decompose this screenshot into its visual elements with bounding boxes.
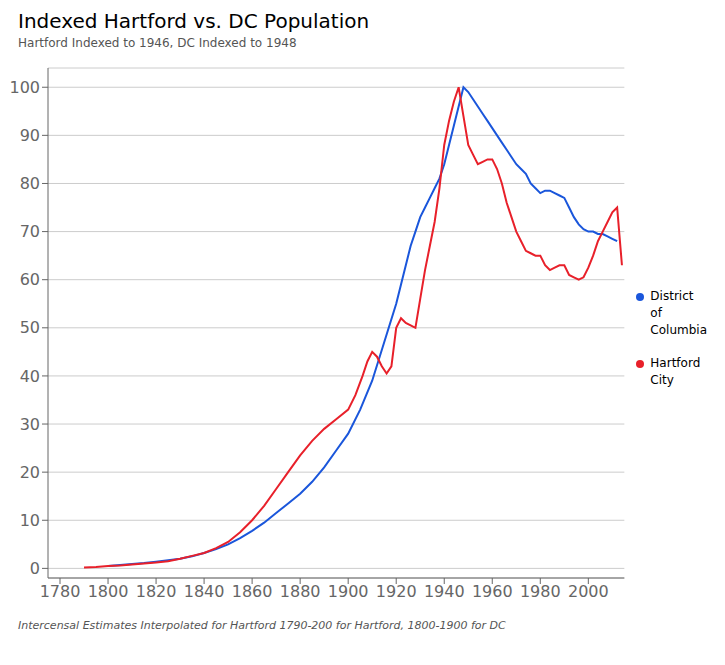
svg-text:90: 90 xyxy=(20,126,40,145)
html-text:Hartford: Hartford xyxy=(650,355,701,370)
svg-text:80: 80 xyxy=(20,174,40,193)
svg-text:40: 40 xyxy=(20,367,40,386)
html-text:Hartford Indexed to 1946, DC I: Hartford Indexed to 1946, DC Indexed to … xyxy=(18,36,297,50)
svg-text:10: 10 xyxy=(20,511,40,530)
html-text:District: District xyxy=(650,288,694,303)
html-text:City: City xyxy=(650,372,674,387)
svg-text:70: 70 xyxy=(20,222,40,241)
svg-text:1900: 1900 xyxy=(328,582,369,601)
svg-text:1820: 1820 xyxy=(136,582,177,601)
html-text:Columbia: Columbia xyxy=(650,322,707,337)
svg-text:20: 20 xyxy=(20,463,40,482)
svg-text:50: 50 xyxy=(20,318,40,337)
svg-text:60: 60 xyxy=(20,270,40,289)
svg-text:2000: 2000 xyxy=(568,582,609,601)
svg-text:1940: 1940 xyxy=(424,582,465,601)
html-text:Indexed Hartford vs. DC Popula: Indexed Hartford vs. DC Population xyxy=(18,9,370,33)
svg-text:30: 30 xyxy=(20,415,40,434)
svg-text:1800: 1800 xyxy=(88,582,129,601)
svg-text:100: 100 xyxy=(9,78,40,97)
svg-text:1980: 1980 xyxy=(520,582,561,601)
svg-text:0: 0 xyxy=(30,559,40,578)
svg-text:1840: 1840 xyxy=(184,582,225,601)
svg-text:1920: 1920 xyxy=(376,582,417,601)
svg-text:1960: 1960 xyxy=(472,582,513,601)
html-text:Intercensal Estimates Interpol: Intercensal Estimates Interpolated for H… xyxy=(18,619,506,632)
svg-text:1880: 1880 xyxy=(280,582,321,601)
html-text:of: of xyxy=(650,305,662,320)
svg-text:1860: 1860 xyxy=(232,582,273,601)
svg-text:1780: 1780 xyxy=(40,582,81,601)
